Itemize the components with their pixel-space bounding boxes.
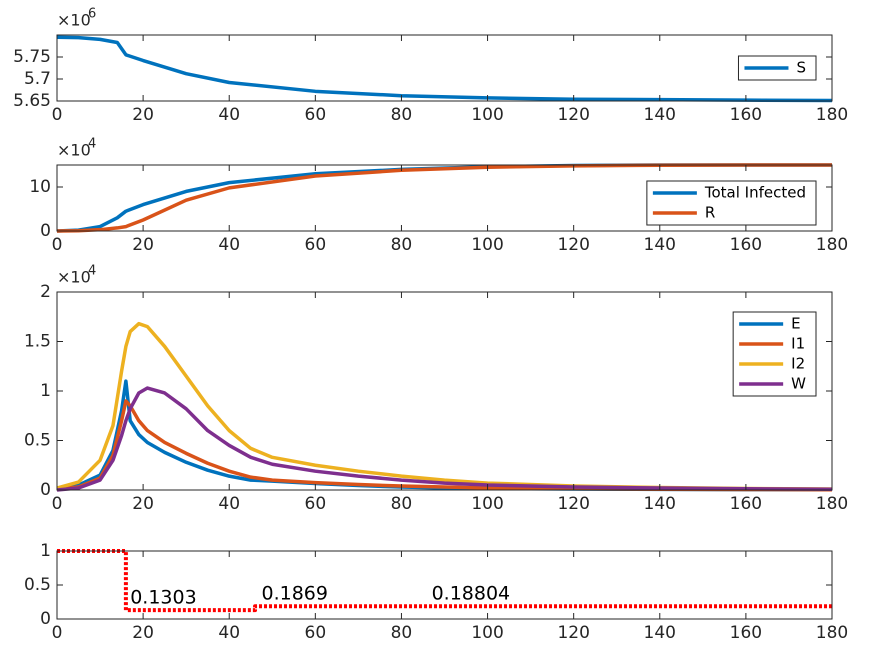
x-tick-label: 40 [218,494,240,514]
legend: Total Infected R [646,180,817,226]
y-exponent-power: 4 [88,137,96,152]
x-tick-label: 180 [816,105,848,125]
x-tick-label: 0 [52,494,63,514]
legend-label: W [791,375,806,393]
x-tick-label: 180 [816,494,848,514]
x-tick-label: 160 [730,235,762,255]
x-tick-label: 180 [816,235,848,255]
axes-background [57,35,832,101]
x-tick-label: 120 [557,494,589,514]
x-tick-label: 140 [644,623,676,643]
y-tick-label: 0.5 [24,575,51,595]
axes-box [56,164,833,232]
legend-box [732,311,817,397]
x-tick-label: 60 [305,623,327,643]
subplot: 0 20 40 60 80 100 120 140 160 180 0 0.5 1 1.5 2 ×104 E I1… [24,264,848,515]
subplot: 0 20 40 60 80 100 120 140 160 180 5.655.75.75 ×106 S [13,7,848,126]
legend: E I1 I2 W [732,311,817,397]
legend: S [737,55,817,81]
x-tick-label: 180 [816,623,848,643]
x-tick-label: 140 [644,105,676,125]
x-tick-label: 40 [218,623,240,643]
x-tick-label: 100 [471,105,503,125]
x-tick-label: 20 [132,494,154,514]
x-tick-label: 20 [132,105,154,125]
series-line [57,549,832,613]
y-tick-label: 1 [40,381,51,401]
y-tick-label: 0.5 [24,431,51,451]
x-tick-label: 80 [391,494,413,514]
legend-label: E [791,315,800,333]
y-tick-label: 5.7 [24,69,51,89]
x-tick-label: 20 [132,623,154,643]
y-exponent-power: 4 [88,264,96,279]
y-tick-label: 1.5 [24,332,51,352]
x-tick-label: 120 [557,105,589,125]
x-tick-label: 120 [557,623,589,643]
x-tick-label: 60 [305,105,327,125]
y-tick-label: 0 [40,221,51,241]
legend-box [646,180,817,226]
series-line [56,35,833,103]
x-tick-label: 60 [305,494,327,514]
x-tick-label: 140 [644,494,676,514]
x-tick-label: 60 [305,235,327,255]
legend-label: I2 [791,355,805,373]
annotation: 0.1869 [262,583,328,605]
x-tick-label: 160 [730,623,762,643]
y-tick-label: 2 [40,282,51,302]
x-tick-label: 140 [644,235,676,255]
y-exponent-base: ×10 [57,141,91,160]
legend-label: R [705,204,715,222]
y-tick-label: 10 [29,177,51,197]
x-tick-label: 160 [730,494,762,514]
series-line [56,399,833,492]
x-tick-label: 40 [218,105,240,125]
x-tick-label: 0 [52,235,63,255]
x-tick-label: 20 [132,235,154,255]
y-exponent-power: 6 [88,7,96,22]
legend-label: I1 [791,335,805,353]
legend-label: S [796,59,806,77]
series-line [56,386,833,492]
x-tick-label: 120 [557,235,589,255]
y-tick-label: 5.75 [13,47,51,67]
annotation: 0.1303 [130,587,196,609]
annotation: 0.18804 [432,583,511,605]
x-tick-label: 100 [471,235,503,255]
y-tick-label: 0 [40,609,51,629]
subplot: 0 20 40 60 80 100 120 140 160 180 0 10 ×104 Total Inf… [29,137,848,256]
subplot: 0 20 40 60 80 100 120 140 160 180 0 0.5 1 0.1303 0.186… [24,541,848,643]
x-tick-label: 80 [391,623,413,643]
x-tick-label: 0 [52,105,63,125]
x-tick-label: 100 [471,494,503,514]
y-tick-label: 5.65 [13,91,51,111]
x-tick-label: 100 [471,623,503,643]
x-tick-label: 80 [391,235,413,255]
x-tick-label: 160 [730,105,762,125]
x-tick-label: 80 [391,105,413,125]
y-tick-label: 1 [40,541,51,561]
y-exponent-base: ×10 [57,268,91,287]
y-exponent-base: ×10 [57,11,91,30]
legend-label: Total Infected [704,184,806,202]
y-tick-label: 0 [40,480,51,500]
x-tick-label: 40 [218,235,240,255]
axes-background [57,292,832,490]
axes-box [56,34,833,102]
x-tick-label: 0 [52,623,63,643]
series-line [56,321,833,491]
